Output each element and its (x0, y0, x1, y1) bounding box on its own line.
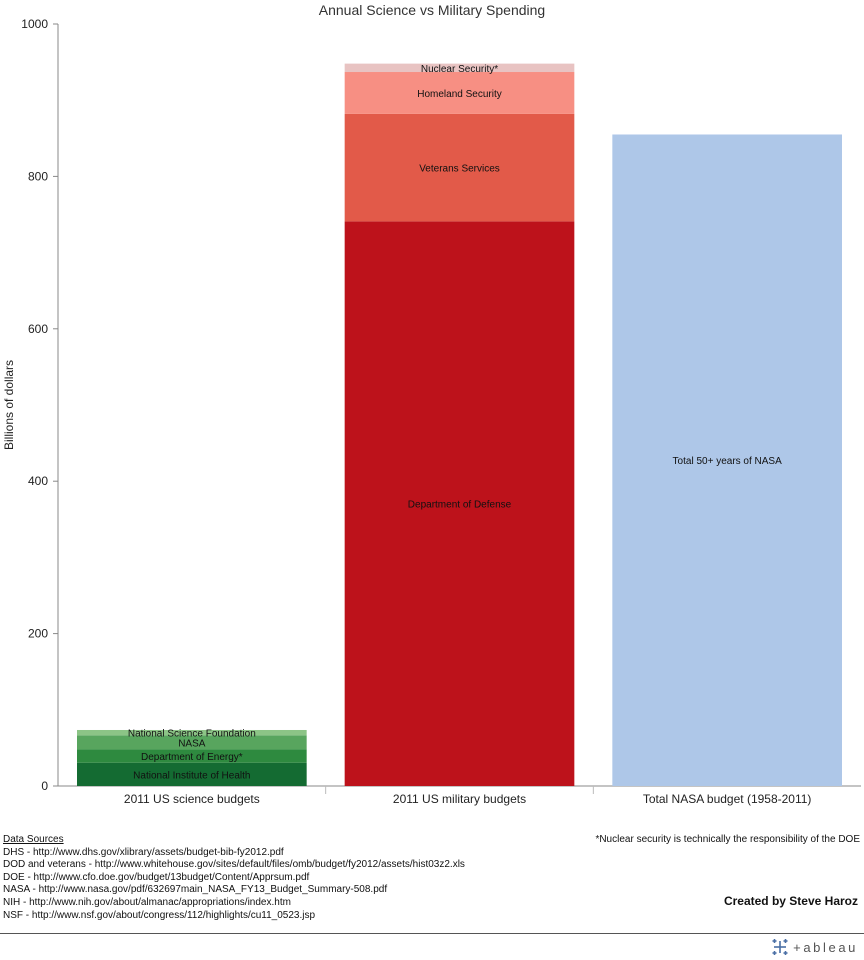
tableau-logo[interactable]: +ableau (771, 938, 858, 956)
category-label-1: 2011 US military budgets (393, 792, 526, 806)
y-axis-title: Billions of dollars (2, 360, 16, 450)
footer-divider (0, 933, 864, 934)
bar-segment-1-3 (344, 63, 575, 73)
source-line-doe[interactable]: DOE - http://www.cfo.doe.gov/budget/13bu… (3, 871, 310, 883)
y-tick-label-800: 800 (28, 169, 48, 183)
bar-segment-2-0 (612, 134, 842, 787)
stacked-bar-chart: 0 200 400 600 800 1000 Billions of dollars Nati… (2, 17, 861, 806)
segment-label-0-1: Department of Energy* (141, 752, 243, 763)
footnote: *Nuclear security is technically the res… (595, 834, 860, 845)
y-tick-label-200: 200 (28, 627, 48, 641)
tableau-cross-icon (772, 939, 788, 955)
segment-label-1-2: Homeland Security (417, 89, 501, 100)
category-label-0: 2011 US science budgets (124, 792, 260, 806)
bar-segment-1-0 (344, 221, 575, 786)
chart-title: Annual Science vs Military Spending (318, 2, 546, 18)
source-line-dhs[interactable]: DHS - http://www.dhs.gov/xlibrary/assets… (3, 846, 284, 858)
segment-label-2-0: Total 50+ years of NASA (673, 456, 783, 467)
segment-label-0-3: National Science Foundation (128, 729, 256, 740)
source-line-nasa[interactable]: NASA - http://www.nasa.gov/pdf/632697mai… (3, 884, 388, 896)
category-label-2: Total NASA budget (1958-2011) (643, 792, 812, 806)
source-line-dod[interactable]: DOD and veterans - http://www.whitehouse… (3, 859, 465, 871)
bar-segment-1-2 (344, 72, 575, 114)
y-tick-label-400: 400 (28, 474, 48, 488)
source-line-nih[interactable]: NIH - http://www.nih.gov/about/almanac/a… (3, 896, 291, 908)
bar-segment-0-0 (77, 762, 307, 786)
bar-segment-0-2 (77, 735, 307, 750)
segment-label-0-2: NASA (178, 738, 206, 749)
segment-label-1-0: Department of Defense (408, 500, 512, 511)
bar-segment-1-1 (344, 113, 575, 222)
segment-label-1-1: Veterans Services (419, 164, 500, 175)
source-line-nsf[interactable]: NSF - http://www.nsf.gov/about/congress/… (3, 909, 316, 921)
segment-label-1-3: Nuclear Security* (421, 64, 498, 75)
tableau-wordmark: +ableau (793, 939, 858, 955)
y-tick-label-0: 0 (41, 779, 48, 793)
credit: Created by Steve Haroz (723, 894, 858, 908)
data-sources: Data Sources DHS - http://www.dhs.gov/xl… (3, 834, 465, 922)
y-tick-label-600: 600 (28, 322, 48, 336)
y-tick-label-1000: 1000 (21, 17, 48, 31)
segment-label-0-0: National Institute of Health (133, 770, 250, 781)
bar-segment-0-1 (77, 749, 307, 763)
data-sources-header: Data Sources (3, 834, 64, 845)
bar-segment-0-3 (77, 729, 307, 736)
